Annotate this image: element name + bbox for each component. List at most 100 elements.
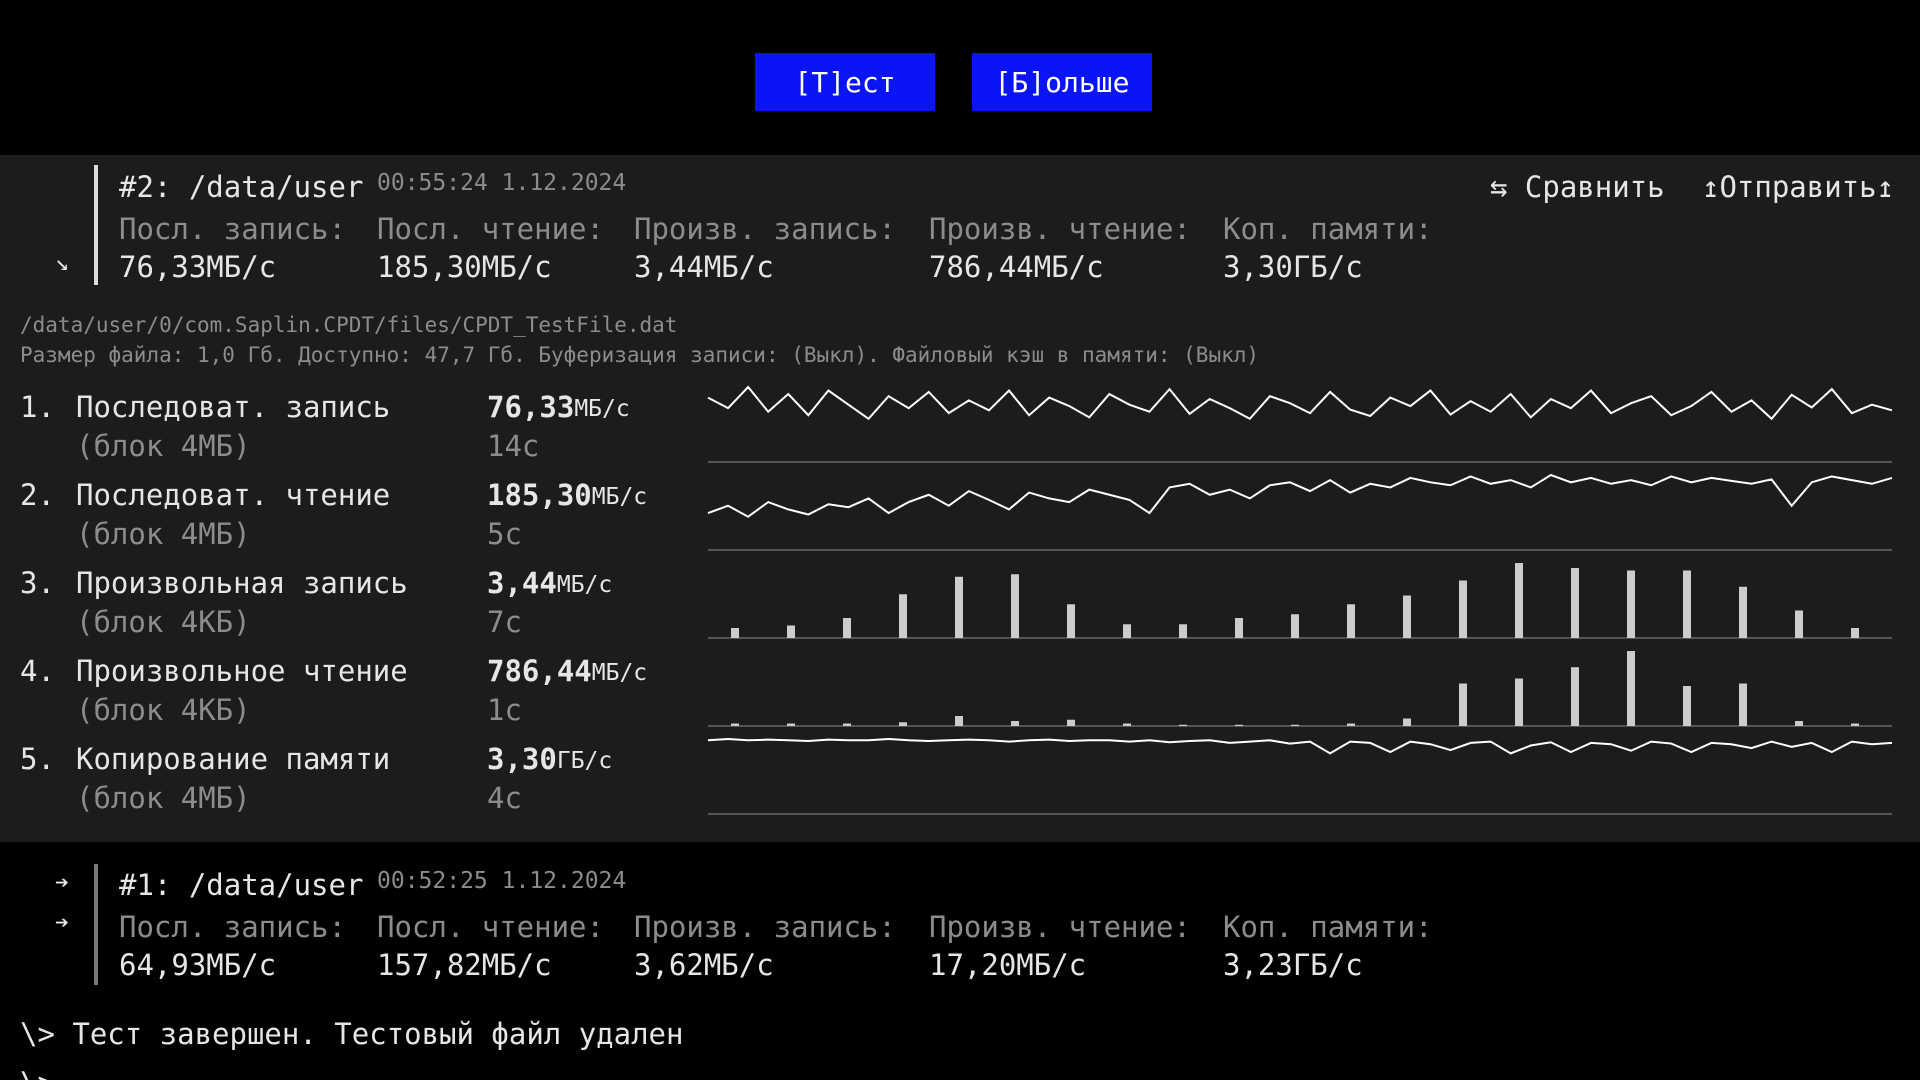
sparkline [707,737,1893,755]
metric-label: Произв. запись: [634,212,896,246]
metric-label: Произв. чтение: [929,212,1191,246]
test-button[interactable]: [Т]ест [755,53,935,111]
graph-bar [787,625,795,638]
graph-bar [1627,651,1635,726]
test-name: Копирование памяти [76,742,391,776]
metric-value: 157,82МБ/с [377,948,552,982]
file-info: Размер файла: 1,0 Гб. Доступно: 47,7 Гб.… [20,343,1260,367]
result-title: #2: /data/user [119,170,364,204]
metric-label: Посл. чтение: [377,910,604,944]
graph-bar [1459,683,1467,726]
graph-bar [1347,604,1355,638]
graph-bar [1571,667,1579,726]
test-number: 5. [20,742,55,776]
metric-value: 3,23ГБ/с [1223,948,1363,982]
graph-bar [1795,721,1803,726]
graph-bar [1067,604,1075,638]
test-number: 1. [20,390,55,424]
console-line: \> [20,1066,55,1080]
graph-bar [1011,721,1019,726]
test-time: 14с [487,429,540,463]
graph-bar [1739,683,1747,726]
test-unit: МБ/с [574,396,630,422]
test-block: (блок 4МБ) [76,781,251,815]
divider [94,864,98,985]
more-button[interactable]: [Б]ольше [972,53,1152,111]
test-unit: МБ/с [556,572,613,598]
divider [94,165,98,285]
test-time: 4с [487,781,522,815]
graph-bar [955,576,963,638]
graph-bar [1291,614,1299,638]
metric-value: 17,20МБ/с [929,948,1087,982]
test-unit: МБ/с [591,660,648,686]
test-block: (блок 4КБ) [76,693,251,727]
graph-bar [731,628,739,638]
metric-label: Произв. запись: [634,910,896,944]
test-name: Последоват. запись [76,390,391,424]
test-value: 185,30 [487,478,592,512]
graph-bar [1851,628,1859,638]
metric-label: Посл. запись: [119,212,346,246]
graph-bar [1011,574,1019,638]
metric-value: 76,33МБ/с [119,250,277,284]
graph-bar [1235,618,1243,638]
test-value: 786,44 [487,654,592,688]
test-time: 1с [487,693,522,727]
test-time: 5с [487,517,522,551]
graph-bar [1627,570,1635,638]
test-number: 4. [20,654,55,688]
share-action[interactable]: ↥Отправить↥ [1702,170,1895,204]
test-value: 3,44 [487,566,557,600]
graph-bar [1571,568,1579,638]
graph-bar [787,723,795,726]
graph-bar [1515,563,1523,638]
test-number: 2. [20,478,55,512]
sparkline [707,473,1893,518]
test-time: 7с [487,605,522,639]
metric-value: 786,44МБ/с [929,250,1104,284]
test-value: 3,30 [487,742,557,776]
metric-label: Коп. памяти: [1223,910,1433,944]
result-time: 00:52:25 1.12.2024 [377,868,627,894]
graph-bar [1291,724,1299,726]
compare-action[interactable]: ⇆ Сравнить [1490,170,1665,204]
graph-bar [1179,624,1187,638]
metric-label: Произв. чтение: [929,910,1191,944]
graph-bar [1403,595,1411,638]
metric-label: Посл. запись: [119,910,346,944]
graph-bar [1683,570,1691,638]
graph-bar [899,594,907,638]
arrow: ➔ [55,910,69,936]
graph-bar [1403,718,1411,726]
test-unit: ГБ/с [556,748,613,774]
graph-bar [899,722,907,726]
test-block: (блок 4МБ) [76,517,251,551]
graph-bar [843,723,851,726]
graph-bar [1123,624,1131,638]
metric-value: 3,30ГБ/с [1223,250,1363,284]
test-number: 3. [20,566,55,600]
metric-label: Коп. памяти: [1223,212,1433,246]
graph-bar [731,723,739,726]
test-name: Произвольное чтение [76,654,408,688]
result-time: 00:55:24 1.12.2024 [377,170,627,196]
graph-bar [1459,580,1467,638]
graph-bar [1739,586,1747,638]
metric-value: 3,62МБ/с [634,948,774,982]
test-value: 76,33 [487,390,575,424]
metric-value: 64,93МБ/с [119,948,277,982]
graph-bar [955,716,963,726]
graph-bar [1123,723,1131,726]
graph-bar [843,618,851,638]
metric-label: Посл. чтение: [377,212,604,246]
graph-bar [1235,724,1243,726]
test-unit: МБ/с [591,484,648,510]
file-path: /data/user/0/com.Saplin.CPDT/files/CPDT_… [20,313,678,337]
graph-bar [1851,723,1859,726]
arrow: ↘ [55,250,69,276]
result-title: #1: /data/user [119,868,364,902]
test-block: (блок 4МБ) [76,429,251,463]
metric-value: 3,44МБ/с [634,250,774,284]
